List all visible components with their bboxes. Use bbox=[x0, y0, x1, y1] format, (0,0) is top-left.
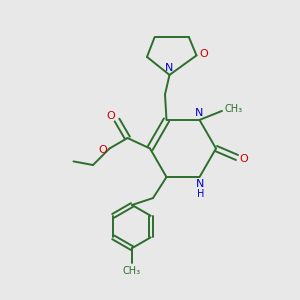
Text: O: O bbox=[200, 49, 208, 59]
Text: N: N bbox=[195, 108, 204, 118]
Text: N: N bbox=[165, 63, 174, 73]
Text: O: O bbox=[106, 111, 115, 122]
Text: H: H bbox=[197, 189, 205, 199]
Text: O: O bbox=[239, 154, 248, 164]
Text: CH₃: CH₃ bbox=[123, 266, 141, 276]
Text: N: N bbox=[196, 179, 204, 189]
Text: CH₃: CH₃ bbox=[224, 104, 242, 114]
Text: O: O bbox=[98, 145, 107, 155]
